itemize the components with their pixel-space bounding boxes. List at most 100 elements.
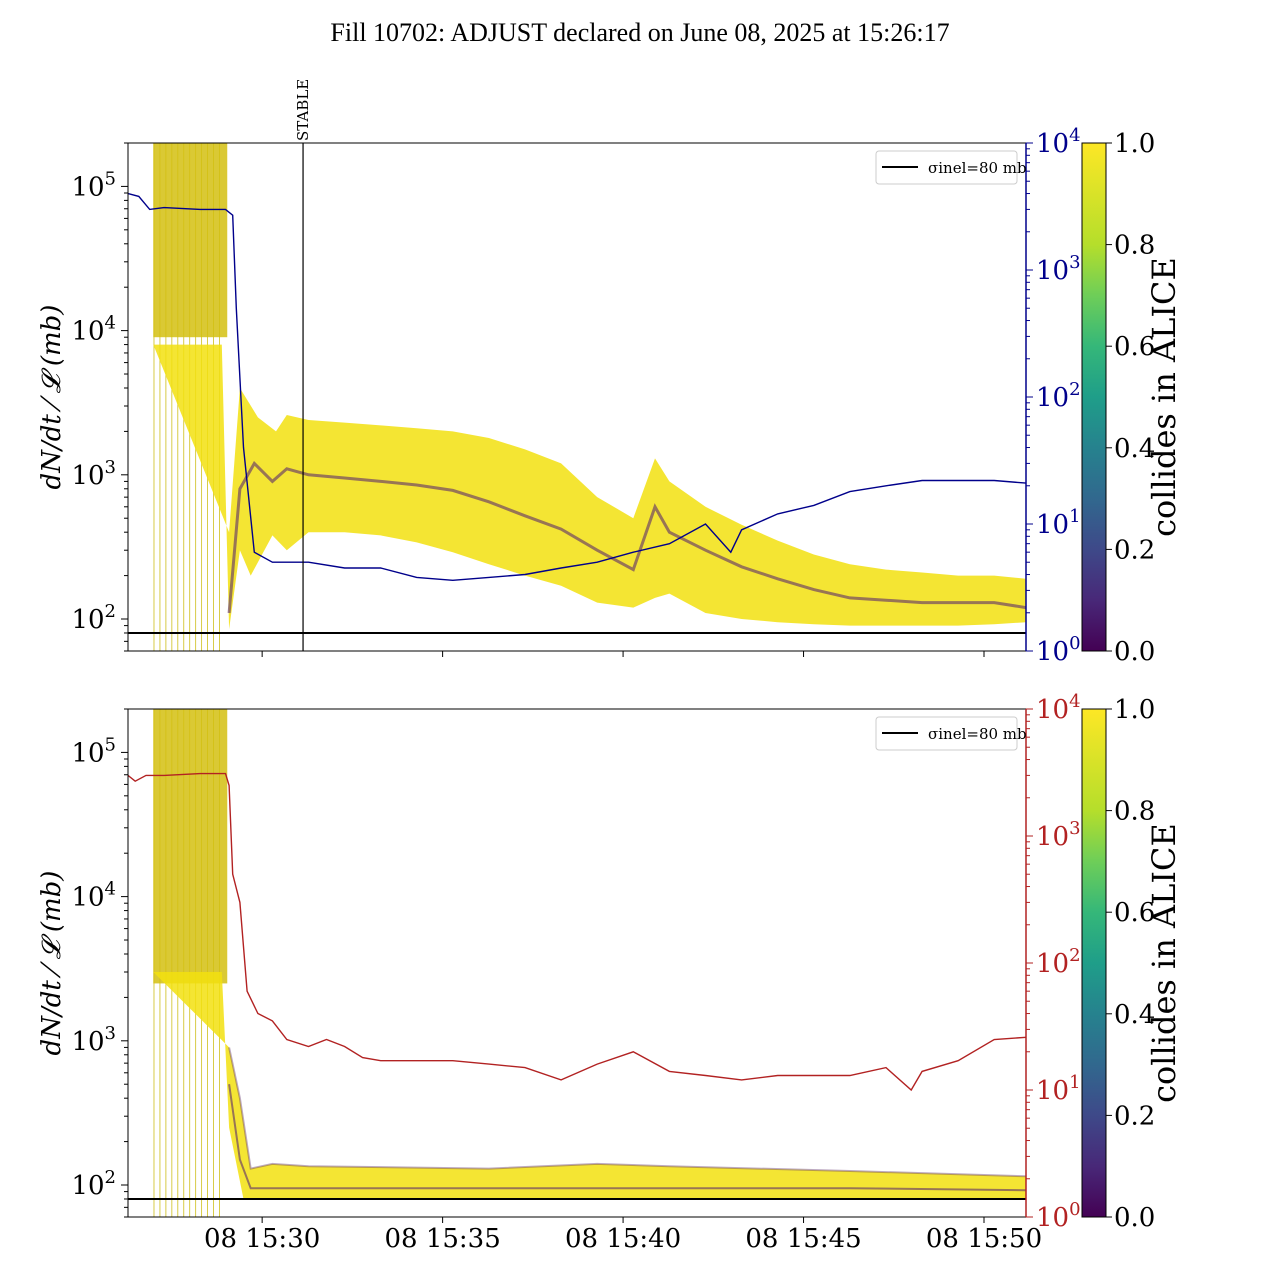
bot-cbtick-label: 0.8	[1114, 797, 1155, 827]
top-cbtick-label: 0.6	[1114, 332, 1155, 362]
top-ytick-label-exp: 4	[105, 313, 116, 334]
top-y-axis-label: dN/dt ⁄ 𝓛 (mb)	[37, 305, 67, 490]
bot-xtick-label: 08 15:30	[204, 1224, 320, 1254]
bot-ytick-label-exp: 4	[105, 879, 116, 900]
top-ytick-label-base: 10	[71, 605, 104, 635]
top-ytick-label: 103	[71, 457, 116, 491]
bot-y2tick-label-exp: 0	[1069, 1199, 1080, 1220]
top-y2tick-label-base: 10	[1036, 510, 1069, 540]
top-cbtick-label: 0.8	[1114, 231, 1155, 261]
bottom-right-axis-series	[128, 772, 1026, 1092]
bot-y2tick-label: 102	[1036, 945, 1081, 979]
top-y2tick-label: 102	[1036, 379, 1081, 413]
top-legend[interactable]: σinel=80 mb	[875, 150, 1027, 185]
bot-cbtick-label: 0.4	[1114, 1000, 1155, 1030]
bottom-axes-frame	[127, 708, 1027, 1218]
bot-ytick-label-exp: 5	[105, 734, 116, 755]
bot-cbtick-label: 0.2	[1114, 1101, 1155, 1131]
top-ytick-label: 104	[71, 313, 116, 347]
bot-cbtick-label: 0.6	[1114, 898, 1155, 928]
bot-ytick-label-exp: 3	[105, 1023, 116, 1044]
bottom-colorbar-ticks: 0.0 0.2 0.4 0.6 0.8 1.0	[1106, 695, 1155, 1233]
top-y2tick-label-exp: 4	[1069, 125, 1080, 146]
bot-ytick-label-base: 10	[71, 738, 104, 768]
top-y2tick-label-exp: 1	[1069, 506, 1080, 527]
top-ytick-label: 105	[71, 168, 116, 202]
bot-y2tick-label-base: 10	[1036, 1203, 1069, 1233]
bottom-colorbar: 0.0 0.2 0.4 0.6 0.8 1.0 collides in ALICE	[1081, 695, 1183, 1233]
bottom-legend-label: σinel=80 mb	[928, 725, 1027, 743]
bot-xtick-label: 08 15:35	[384, 1224, 500, 1254]
top-colorbar: 0.0 0.2 0.4 0.6 0.8 1.0 collides in ALICE	[1081, 129, 1183, 667]
bottom-legend[interactable]: σinel=80 mb	[875, 716, 1027, 751]
top-y2tick-label-base: 10	[1036, 637, 1069, 667]
bot-xtick-label: 08 15:50	[926, 1224, 1042, 1254]
bot-y2tick-label-exp: 3	[1069, 818, 1080, 839]
top-rate-median-line	[227, 460, 1026, 614]
bot-y2tick-label: 103	[1036, 818, 1081, 852]
bottom-y-axis-label: dN/dt ⁄ 𝓛 (mb)	[37, 871, 67, 1056]
top-ytick-label-exp: 2	[105, 601, 116, 622]
bottom-rate-band	[153, 972, 1026, 1199]
bottom-plot-area	[128, 709, 1026, 1217]
top-y2tick-label-exp: 0	[1069, 633, 1080, 654]
bot-y2tick-label: 104	[1036, 691, 1081, 725]
bot-y2tick-label-base: 10	[1036, 695, 1069, 725]
top-colorbar-ticks: 0.0 0.2 0.4 0.6 0.8 1.0	[1106, 129, 1155, 667]
stable-annotation: STABLE	[294, 79, 312, 141]
top-y2tick-label-base: 10	[1036, 129, 1069, 159]
top-y2tick-label: 100	[1036, 633, 1081, 667]
bot-y2tick-label-base: 10	[1036, 1076, 1069, 1106]
bot-cbtick-label: 0.0	[1114, 1203, 1155, 1233]
bot-early-block	[153, 709, 228, 984]
bot-xtick-label: 08 15:40	[565, 1224, 681, 1254]
top-ytick-label-exp: 3	[105, 457, 116, 478]
top-y2tick-label-base: 10	[1036, 256, 1069, 286]
top-y2tick-label-exp: 3	[1069, 252, 1080, 273]
top-cbtick-label: 0.0	[1114, 637, 1155, 667]
bottom-y-axis-label-text: dN/dt ⁄ 𝓛 (mb)	[37, 871, 67, 1056]
top-colorbar-label: collides in ALICE	[1145, 257, 1183, 537]
bottom-rate-upper-line	[228, 1047, 1026, 1178]
top-early-block	[153, 143, 228, 338]
bot-y2tick-label-exp: 4	[1069, 691, 1080, 712]
bot-ytick-label-base: 10	[71, 1171, 104, 1201]
top-y2tick-label: 101	[1036, 506, 1081, 540]
top-ytick-label: 102	[71, 601, 116, 635]
bot-ytick-label: 105	[71, 734, 116, 768]
bottom-rate-median-line	[228, 1084, 1026, 1192]
top-y2tick-label-exp: 2	[1069, 379, 1080, 400]
bot-ytick-label: 104	[71, 879, 116, 913]
bot-ytick-label-base: 10	[71, 883, 104, 913]
top-x-ticks	[261, 651, 985, 657]
bottom-x-ticks: 08 15:30 08 15:35 08 15:40 08 15:45 08 15:50	[204, 1217, 1042, 1254]
top-ytick-label-base: 10	[71, 317, 104, 347]
bot-y2tick-label-exp: 1	[1069, 1072, 1080, 1093]
top-ytick-label-exp: 5	[105, 168, 116, 189]
bottom-injection-spikes	[153, 709, 228, 1217]
bot-y2tick-label-base: 10	[1036, 822, 1069, 852]
top-rate-band	[153, 344, 1026, 630]
bot-cbtick-label: 1.0	[1114, 695, 1155, 725]
top-ytick-label-base: 10	[71, 172, 104, 202]
bot-y2tick-label: 101	[1036, 1072, 1081, 1106]
top-cbtick-label: 0.4	[1114, 434, 1155, 464]
top-plot-area	[128, 143, 1026, 651]
top-cbtick-label: 1.0	[1114, 129, 1155, 159]
bot-ytick-label-base: 10	[71, 1027, 104, 1057]
bot-y2tick-label-exp: 2	[1069, 945, 1080, 966]
bot-xtick-label: 08 15:45	[745, 1224, 861, 1254]
top-ytick-label-base: 10	[71, 461, 104, 491]
bottom-colorbar-label: collides in ALICE	[1145, 823, 1183, 1103]
bot-ytick-label: 103	[71, 1023, 116, 1057]
bot-ytick-label-exp: 2	[105, 1167, 116, 1188]
figure-title: Fill 10702: ADJUST declared on June 08, …	[330, 18, 950, 47]
top-y2tick-label: 104	[1036, 125, 1081, 159]
